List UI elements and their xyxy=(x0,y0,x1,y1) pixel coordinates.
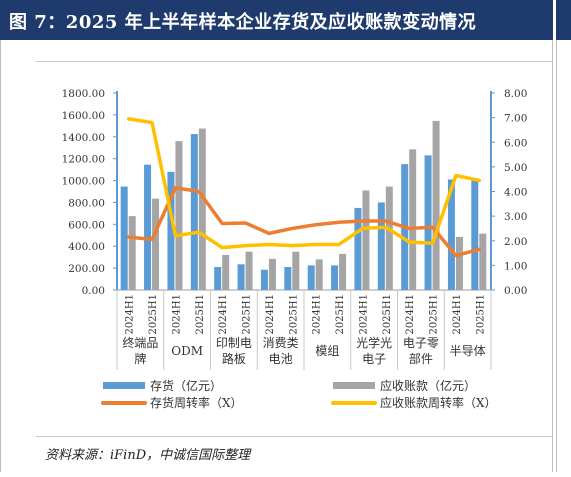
legend-label: 应收账款周转率（X） xyxy=(380,395,497,410)
group-label: 半导体 xyxy=(450,344,486,358)
bar-inventory xyxy=(307,265,315,290)
right-tick-label: 5.00 xyxy=(504,162,527,174)
x-tick-label: 2025H1 xyxy=(335,294,346,335)
bar-inventory xyxy=(144,164,152,290)
x-tick-label: 2024H1 xyxy=(265,294,276,335)
x-tick-label: 2025H1 xyxy=(429,294,440,335)
left-tick-label: 1400.00 xyxy=(62,132,105,144)
x-tick-label: 2025H1 xyxy=(195,294,206,335)
group-label: 牌 xyxy=(134,352,146,366)
group-label: 部件 xyxy=(409,351,433,366)
bar-inventory xyxy=(237,264,245,290)
left-tick-label: 400.00 xyxy=(68,241,105,253)
bar-receivables xyxy=(152,198,160,290)
left-tick-label: 1800.00 xyxy=(62,88,105,100)
legend-swatch xyxy=(103,382,145,389)
x-tick-label: 2025H1 xyxy=(475,294,486,335)
group-label: 电池 xyxy=(269,352,293,366)
bar-receivables xyxy=(432,120,440,291)
bar-inventory xyxy=(214,267,222,290)
bar-receivables xyxy=(315,259,323,290)
bar-receivables xyxy=(339,253,347,290)
bar-receivables xyxy=(409,149,417,290)
group-label: 终端品 xyxy=(122,335,158,350)
left-tick-label: 1200.00 xyxy=(62,154,105,166)
x-tick-label: 2025H1 xyxy=(288,294,299,335)
x-tick-label: 2025H1 xyxy=(242,294,253,335)
group-label: 光学光 xyxy=(356,335,392,350)
title-bar-continuation xyxy=(556,0,571,40)
bar-inventory xyxy=(190,134,198,290)
x-tick-label: 2024H1 xyxy=(405,294,416,335)
right-tick-label: 1.00 xyxy=(504,260,527,272)
bar-inventory xyxy=(447,179,455,290)
right-tick-label: 4.00 xyxy=(504,187,527,199)
chart-title: 图 7：2025 年上半年样本企业存货及应收账款变动情况 xyxy=(9,12,477,33)
bar-receivables xyxy=(268,258,276,290)
bar-receivables xyxy=(175,141,183,290)
bar-inventory xyxy=(284,267,292,290)
source-note: 资料来源：iFinD，中诚信国际整理 xyxy=(45,448,251,463)
group-label: 路板 xyxy=(222,351,246,366)
bar-inventory xyxy=(471,180,479,290)
legend-label: 存货（亿元） xyxy=(150,378,222,393)
left-tick-label: 800.00 xyxy=(68,197,105,209)
x-tick-label: 2024H1 xyxy=(358,294,369,335)
chart-frame xyxy=(0,40,553,472)
title-bar: 图 7：2025 年上半年样本企业存货及应收账款变动情况 xyxy=(0,0,553,40)
group-label: 电子 xyxy=(362,352,386,366)
x-tick-label: 2025H1 xyxy=(382,294,393,335)
right-tick-label: 8.00 xyxy=(504,88,527,100)
right-tick-label: 6.00 xyxy=(504,137,527,149)
bar-inventory xyxy=(377,202,385,290)
right-tick-label: 7.00 xyxy=(504,113,527,125)
x-tick-label: 2024H1 xyxy=(312,294,323,335)
right-tick-label: 0.00 xyxy=(504,285,527,297)
bar-receivables xyxy=(385,186,393,290)
source-rule xyxy=(36,436,553,437)
bar-receivables xyxy=(479,233,487,290)
x-tick-label: 2024H1 xyxy=(218,294,229,335)
bar-receivables xyxy=(128,216,136,290)
group-label: 印制电 xyxy=(216,336,252,350)
bar-receivables xyxy=(198,128,206,290)
bar-receivables xyxy=(455,236,463,290)
line-inventory-turnover xyxy=(126,186,482,258)
x-tick-label: 2024H1 xyxy=(125,294,136,335)
right-tick-label: 2.00 xyxy=(504,236,527,248)
bar-inventory xyxy=(354,207,362,290)
neighbor-frame-edge xyxy=(556,40,557,472)
left-tick-label: 1600.00 xyxy=(62,110,105,122)
group-label: 消费类 xyxy=(263,336,299,350)
group-label: 电子零 xyxy=(403,336,439,350)
bar-inventory xyxy=(120,186,128,290)
group-label: ODM xyxy=(171,344,203,358)
bar-inventory xyxy=(167,171,175,290)
legend-label: 存货周转率（X） xyxy=(150,395,243,410)
bar-inventory xyxy=(424,155,432,290)
legend-swatch xyxy=(333,382,375,389)
left-tick-label: 0.00 xyxy=(82,285,105,297)
bar-inventory xyxy=(260,269,268,290)
x-tick-label: 2025H1 xyxy=(148,294,159,335)
right-tick-label: 3.00 xyxy=(504,211,527,223)
left-tick-label: 1000.00 xyxy=(62,176,105,188)
left-tick-label: 600.00 xyxy=(68,219,105,231)
bar-receivables xyxy=(245,251,253,290)
bar-inventory xyxy=(331,265,339,290)
inner-top-rule xyxy=(36,61,553,62)
bar-receivables xyxy=(292,251,300,290)
left-tick-label: 200.00 xyxy=(68,263,105,275)
line-receivables-turnover xyxy=(126,117,482,250)
bar-receivables xyxy=(362,190,370,290)
x-tick-label: 2024H1 xyxy=(171,294,182,335)
bar-receivables xyxy=(222,254,230,290)
legend-label: 应收账款（亿元） xyxy=(380,378,476,393)
group-label: 模组 xyxy=(315,344,339,358)
x-tick-label: 2024H1 xyxy=(452,294,463,335)
